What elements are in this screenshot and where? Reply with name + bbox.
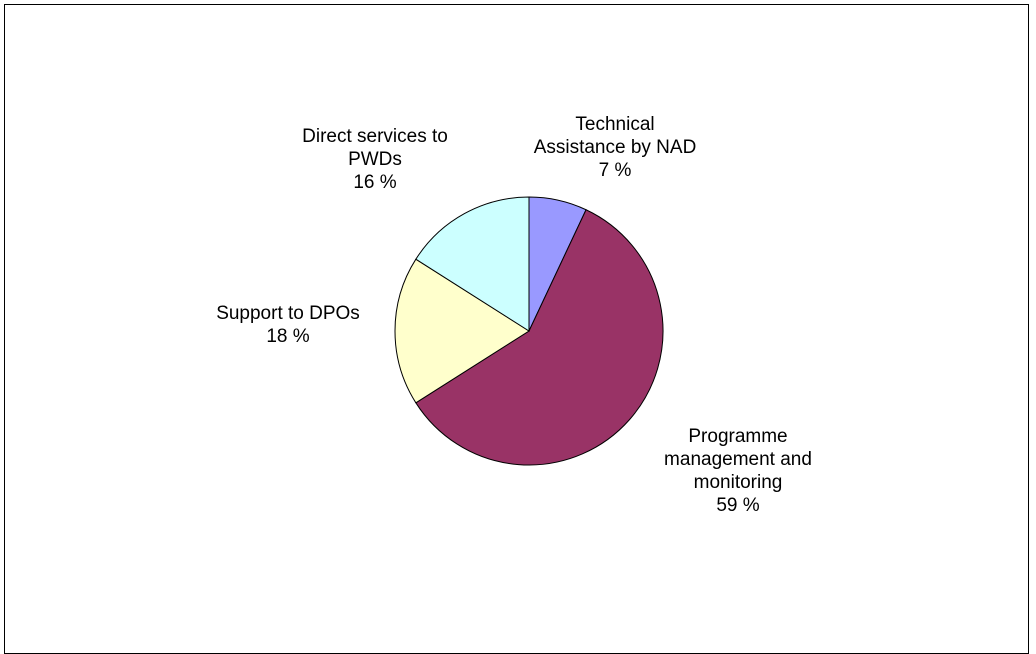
label-programme-management: Programme management and monitoring 59 %: [643, 425, 833, 517]
label-line: monitoring: [693, 472, 783, 493]
label-line: Direct services to: [302, 126, 448, 147]
label-technical-assistance: Technical Assistance by NAD 7 %: [525, 113, 705, 182]
label-direct-services: Direct services to PWDs 16 %: [285, 125, 465, 194]
label-line: PWDs: [348, 149, 402, 170]
label-line: management and: [664, 449, 812, 470]
label-percent: 7 %: [598, 160, 632, 181]
label-line: Assistance by NAD: [533, 137, 697, 158]
slice-direct-services: [415, 196, 530, 332]
label-line: Programme: [688, 426, 788, 447]
slice-programme-management: [415, 209, 664, 466]
chart-frame: Technical Assistance by NAD 7 % Programm…: [4, 4, 1029, 654]
label-support-dpos: Support to DPOs 18 %: [203, 302, 373, 348]
label-line: Technical: [575, 114, 655, 135]
label-percent: 16 %: [353, 172, 397, 193]
slice-support-dpos: [394, 258, 530, 404]
label-percent: 18 %: [266, 326, 310, 347]
label-percent: 59 %: [716, 495, 760, 516]
pie-chart: [394, 196, 664, 466]
label-line: Support to DPOs: [216, 303, 360, 324]
